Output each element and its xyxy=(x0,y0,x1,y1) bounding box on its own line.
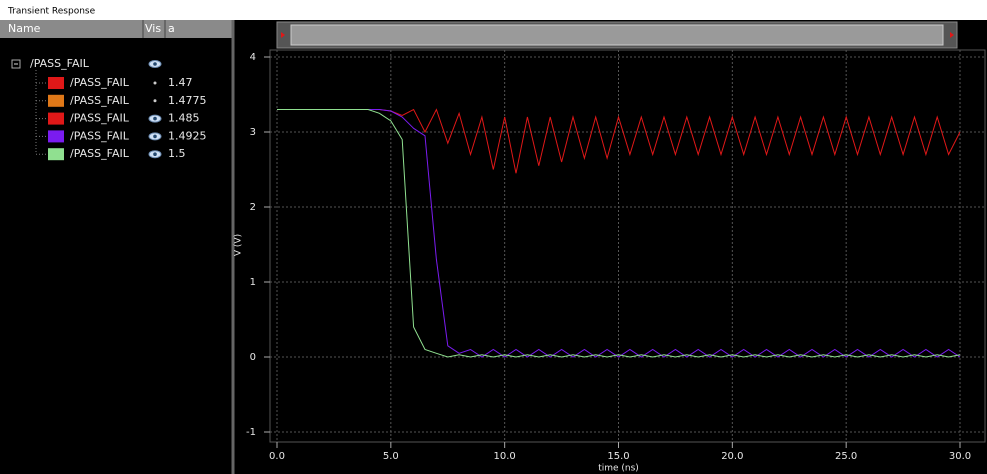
y-tick-label: 2 xyxy=(250,202,256,213)
visibility-dot[interactable] xyxy=(153,81,157,85)
signal-name[interactable]: /PASS_FAIL xyxy=(70,129,130,142)
signal-color xyxy=(48,94,64,107)
eye-pupil xyxy=(153,134,157,139)
signal-color xyxy=(48,77,64,89)
waveform xyxy=(277,109,961,358)
waveform xyxy=(277,109,961,358)
x-tick-label: 0.0 xyxy=(269,451,285,462)
column-header: a xyxy=(168,22,175,35)
x-tick-label: 25.0 xyxy=(835,451,857,462)
y-tick-label: 3 xyxy=(250,127,256,138)
signal-param: 1.4775 xyxy=(168,94,207,107)
panel-header xyxy=(0,20,233,38)
visibility-dot[interactable] xyxy=(153,99,157,103)
y-tick-label: 4 xyxy=(250,52,256,63)
root-signal[interactable]: /PASS_FAIL xyxy=(30,57,90,70)
signal-param: 1.5 xyxy=(168,147,186,160)
zoom-right-arrow[interactable] xyxy=(950,32,954,38)
signal-color xyxy=(48,148,64,161)
column-header: Vis xyxy=(145,22,161,35)
signal-name[interactable]: /PASS_FAIL xyxy=(70,112,130,125)
zoom-window[interactable] xyxy=(290,24,944,46)
x-tick-label: 15.0 xyxy=(607,451,629,462)
signal-param: 1.47 xyxy=(168,76,193,89)
plot: -1 0 1 2 3 4 0.0 5.0 10.0 15.0 20.0 25.0 30.0 time (n… xyxy=(234,50,985,474)
signal-param: 1.4925 xyxy=(168,129,207,142)
signal-color xyxy=(48,112,64,125)
column-header: Name xyxy=(8,22,41,35)
x-tick-label: 5.0 xyxy=(383,451,399,462)
eye-pupil xyxy=(153,116,157,121)
signal-name[interactable]: /PASS_FAIL xyxy=(70,94,130,107)
x-tick-label: 20.0 xyxy=(721,451,743,462)
signal-param: 1.485 xyxy=(168,112,200,125)
zoom-left-arrow[interactable] xyxy=(281,32,285,38)
eye-pupil xyxy=(153,152,157,156)
y-tick-label: 0 xyxy=(250,352,256,363)
eye-pupil xyxy=(153,62,157,66)
title-bar xyxy=(0,0,987,20)
signal-name[interactable]: /PASS_FAIL xyxy=(70,147,130,160)
y-axis-label: V (V) xyxy=(234,234,244,256)
window-title: Transient Response xyxy=(7,7,96,17)
x-tick-label: 30.0 xyxy=(949,451,971,462)
x-axis-label: time (ns) xyxy=(598,464,639,474)
plot-border xyxy=(269,49,986,443)
signal-panel: Name Vis a/PASS_FAIL/PASS_FAIL 1.47/PASS_FA… xyxy=(8,22,207,161)
x-tick-label: 10.0 xyxy=(494,451,516,462)
signal-color xyxy=(48,130,64,143)
y-tick-label: 1 xyxy=(250,277,256,288)
signal-name[interactable]: /PASS_FAIL xyxy=(70,76,130,89)
y-tick-label: -1 xyxy=(246,427,256,438)
